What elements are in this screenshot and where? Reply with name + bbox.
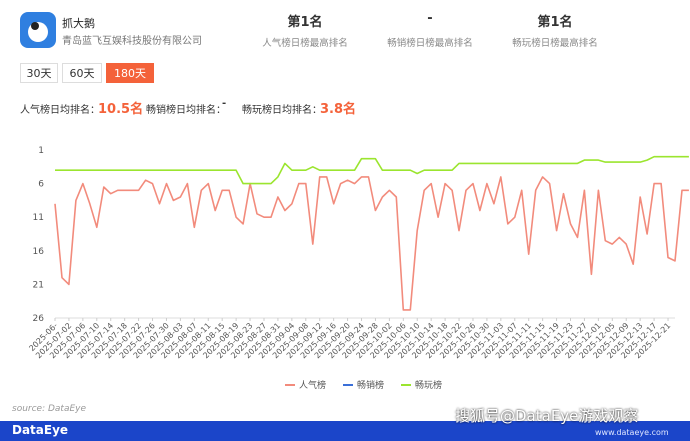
footer-bar <box>0 421 690 441</box>
legend-label: 人气榜 <box>299 379 326 391</box>
stat-label: 畅销榜日榜最高排名 <box>387 38 473 49</box>
summary-label: 畅销榜日均排名： <box>146 105 226 116</box>
legend-label: 畅玩榜 <box>415 379 442 391</box>
y-tick-label: 21 <box>33 280 44 290</box>
y-tick-label: 1 <box>38 146 44 156</box>
y-tick-label: 11 <box>33 213 44 223</box>
app-name: 抓大鹅 <box>62 17 95 30</box>
tab[interactable]: 180天 <box>106 63 154 83</box>
line <box>54 176 689 311</box>
tab[interactable]: 30天 <box>20 63 58 83</box>
summary-value: 3.8名 <box>320 102 357 117</box>
y-tick-label: 26 <box>33 314 45 324</box>
summary-value: - <box>222 98 227 109</box>
logo: DataEye <box>12 423 69 437</box>
tab[interactable]: 60天 <box>62 63 102 83</box>
company: 青岛蓝飞互娱科技股份有限公司 <box>62 36 202 47</box>
y-tick-label: 6 <box>38 180 44 190</box>
stat-label: 畅玩榜日榜最高排名 <box>512 38 598 49</box>
y-tick-label: 16 <box>33 247 45 257</box>
summary-value: 10.5名 <box>98 102 144 117</box>
chart: 16111621262025-06-2025-07-022025-07-0620… <box>27 146 689 391</box>
stat-value: 第1名 <box>537 15 573 30</box>
app-icon <box>20 12 56 48</box>
summary-label: 畅玩榜日均排名： <box>242 105 322 116</box>
line <box>55 155 689 185</box>
stat-value: - <box>427 11 433 26</box>
url: www.dataeye.com <box>595 428 669 437</box>
watermark: 搜狐号@DataEye游戏观察 <box>455 407 639 425</box>
source: source: DataEye <box>12 404 87 414</box>
summary-label: 人气榜日均排名： <box>20 105 100 116</box>
legend-label: 畅销榜 <box>357 379 384 391</box>
stat-value: 第1名 <box>287 15 323 30</box>
stat-label: 人气榜日榜最高排名 <box>262 38 348 49</box>
